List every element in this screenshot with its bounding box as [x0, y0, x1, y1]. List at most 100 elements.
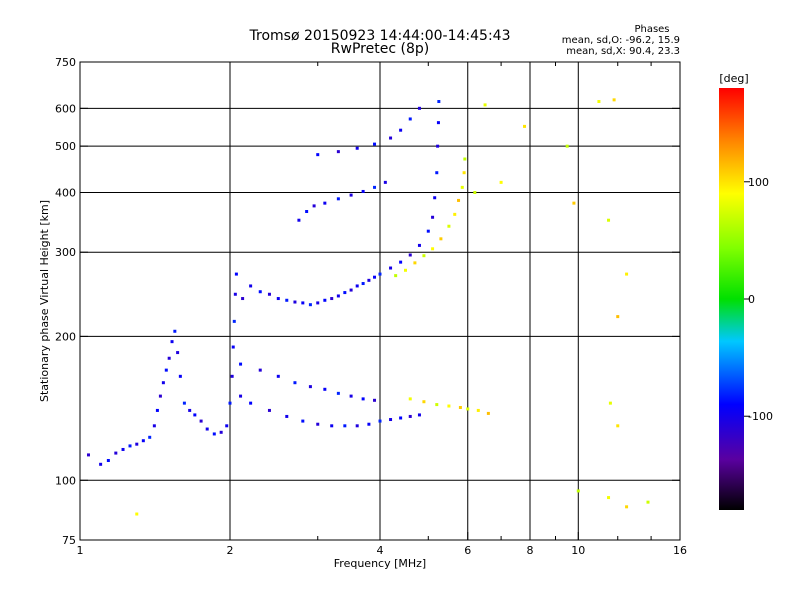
colorbar-tick-label-2: -100 [748, 410, 773, 423]
echo-point-s0-61 [436, 144, 440, 148]
echo-point-s0-54 [399, 260, 403, 264]
echo-point-s0-29 [231, 345, 235, 349]
echo-point-s0-89 [297, 218, 301, 222]
echo-point-s1-16 [458, 405, 462, 409]
x-tick-label-3: 6 [464, 544, 471, 557]
echo-point-s1-13 [422, 400, 426, 404]
echo-point-s0-47 [349, 288, 353, 292]
echo-point-s0-88 [373, 398, 377, 402]
echo-point-s1-32 [616, 424, 620, 428]
echo-point-s1-31 [608, 401, 612, 405]
echo-point-s0-42 [316, 301, 320, 305]
echo-point-s1-10 [462, 171, 466, 175]
echo-point-s0-100 [355, 146, 359, 150]
echo-point-s0-25 [219, 430, 223, 434]
echo-point-s0-13 [164, 368, 168, 372]
y-axis: 75 100 200 300 400 500 600 750 [55, 56, 680, 547]
echo-point-s0-10 [155, 408, 159, 412]
echo-point-s0-57 [426, 229, 430, 233]
colorbar-tick-label-1: 0 [748, 293, 755, 306]
echo-point-s0-45 [336, 294, 340, 298]
y-tick-label-7: 750 [55, 56, 76, 69]
echo-point-s0-51 [373, 275, 377, 279]
y-tick-label-6: 600 [55, 102, 76, 115]
echo-point-s1-12 [408, 397, 412, 401]
echo-point-s0-75 [389, 418, 393, 422]
echo-point-s0-97 [383, 180, 387, 184]
echo-point-s1-22 [565, 144, 569, 148]
echo-point-s0-20 [188, 408, 192, 412]
echo-point-s0-48 [355, 284, 359, 288]
echo-point-s0-105 [417, 106, 421, 110]
echo-point-s1-21 [523, 124, 527, 128]
y-tick-label-0: 75 [62, 534, 76, 547]
echo-point-s0-5 [128, 444, 132, 448]
echo-point-s0-34 [249, 284, 253, 288]
echo-point-s0-101 [373, 142, 377, 146]
echo-point-s0-80 [258, 368, 262, 372]
echo-point-s0-12 [161, 381, 165, 385]
echo-point-s0-92 [323, 201, 327, 205]
echo-point-s0-64 [239, 394, 243, 398]
echo-point-s1-28 [607, 218, 611, 222]
echo-point-s0-14 [167, 356, 171, 360]
y-tick-label-4: 400 [55, 186, 76, 199]
echo-point-s0-90 [305, 210, 309, 214]
chart-subtitle: RwPretec (8p) [331, 41, 429, 57]
echo-point-s1-34 [607, 496, 611, 500]
echo-point-s0-41 [308, 303, 312, 307]
echo-point-s1-29 [625, 272, 629, 276]
echo-point-s0-74 [378, 419, 382, 423]
echo-point-s0-73 [367, 422, 371, 426]
echo-point-s1-8 [457, 198, 461, 202]
echo-point-s1-27 [572, 201, 576, 205]
x-tick-label-4: 8 [527, 544, 534, 557]
phases-x-stats: mean, sd,X: 90.4, 23.3 [566, 46, 680, 57]
echo-point-s0-22 [199, 419, 203, 423]
echo-point-s0-39 [293, 300, 297, 304]
echo-point-s0-68 [301, 419, 305, 423]
echo-point-s1-11 [463, 157, 467, 161]
echo-point-s0-26 [225, 424, 229, 428]
echo-point-s0-52 [378, 272, 382, 276]
echo-point-s0-28 [230, 374, 234, 378]
echo-point-s0-91 [312, 204, 316, 208]
echo-point-s0-99 [336, 150, 340, 154]
echo-point-s0-82 [293, 381, 297, 385]
echo-point-s0-71 [343, 424, 347, 428]
echo-point-s0-53 [389, 266, 393, 270]
echo-point-s1-20 [483, 103, 487, 107]
echo-point-s1-37 [135, 512, 139, 516]
echo-point-s0-81 [276, 374, 280, 378]
echo-point-s0-23 [205, 427, 209, 431]
echo-point-s0-8 [148, 435, 152, 439]
echo-point-s0-102 [389, 136, 393, 140]
echo-point-s0-24 [212, 432, 216, 436]
echo-point-s0-96 [373, 185, 377, 189]
echo-point-s0-11 [158, 394, 162, 398]
echo-point-s0-87 [361, 397, 365, 401]
echo-point-s1-30 [616, 315, 620, 319]
x-tick-label-6: 16 [673, 544, 687, 557]
echo-point-s1-4 [431, 247, 435, 251]
echo-point-s0-36 [267, 292, 271, 296]
echo-point-s0-40 [301, 301, 305, 305]
echo-point-s1-26 [499, 180, 503, 184]
echo-point-s1-2 [413, 261, 417, 265]
echo-point-s0-56 [417, 243, 421, 247]
echo-point-s0-63 [437, 100, 441, 104]
x-axis: 1 2 4 6 8 10 16 [77, 62, 687, 557]
echo-point-s0-95 [361, 189, 365, 193]
echo-point-s1-35 [625, 505, 629, 509]
echo-point-s0-69 [316, 422, 320, 426]
echo-point-s1-24 [612, 98, 616, 102]
echo-point-s0-55 [408, 253, 412, 257]
colorbar-label: [deg] [719, 72, 748, 85]
echo-point-s1-0 [394, 274, 398, 278]
echo-point-s1-7 [453, 212, 457, 216]
echo-point-s0-66 [267, 408, 271, 412]
echo-point-s0-37 [276, 297, 280, 301]
echo-point-s0-38 [285, 298, 289, 302]
echo-point-s0-43 [323, 298, 327, 302]
